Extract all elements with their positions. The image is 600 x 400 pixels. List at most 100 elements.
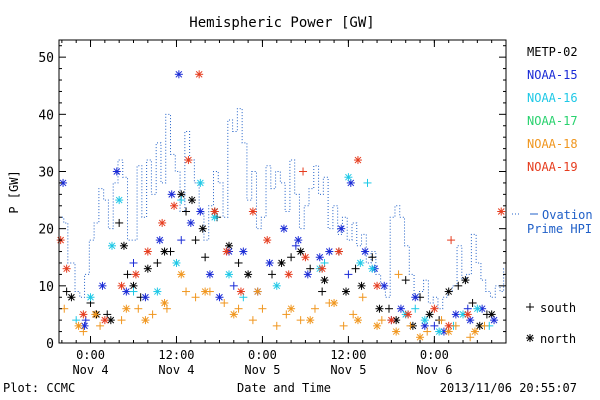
north-marker-d2 (497, 208, 505, 215)
north-marker-d2 (187, 219, 195, 227)
north-marker-d2 (464, 311, 472, 318)
north-marker-d2 (237, 288, 245, 295)
north-marker (344, 173, 353, 182)
south-marker (454, 281, 463, 290)
south-marker (437, 316, 446, 325)
y-axis-label: P [GW] (7, 170, 21, 213)
north-marker (239, 247, 248, 256)
south-marker (451, 321, 460, 330)
south-marker (466, 333, 475, 342)
north-marker-d2 (201, 288, 209, 295)
north-marker (67, 293, 76, 302)
north-marker (451, 310, 460, 319)
north-marker (357, 281, 366, 290)
south-marker (299, 167, 308, 176)
legend-south-symbol (526, 303, 534, 311)
north-marker (287, 304, 296, 313)
north-marker (461, 276, 470, 285)
north-marker (396, 304, 405, 313)
south-marker (229, 281, 238, 290)
north-marker (172, 258, 181, 267)
north-marker-d2 (211, 208, 219, 215)
x-tick-label-time: 0:00 (76, 348, 105, 362)
south-marker (423, 327, 432, 336)
y-tick-label: 0 (46, 337, 54, 352)
north-marker (215, 293, 224, 302)
legend-north-label: north (540, 332, 576, 346)
north-marker-d2 (254, 288, 262, 295)
south-marker (349, 310, 358, 319)
north-marker-d2 (144, 248, 152, 255)
north-marker (490, 316, 499, 325)
south-marker (377, 316, 386, 325)
south-marker (363, 178, 372, 187)
north-marker-d2 (223, 248, 230, 255)
north-marker (463, 310, 472, 319)
north-marker-d2 (80, 311, 87, 318)
x-tick-label-time: 0:00 (248, 348, 277, 362)
north-marker (177, 270, 186, 279)
north-marker-d2 (397, 305, 405, 313)
north-marker (91, 310, 100, 319)
north-marker (435, 327, 444, 336)
north-marker (444, 287, 453, 296)
north-marker (526, 334, 534, 342)
north-marker-d2 (158, 219, 166, 227)
south-marker (234, 304, 243, 313)
north-marker-d2 (177, 191, 185, 198)
north-marker-d2 (459, 311, 467, 318)
south-marker (430, 321, 439, 330)
south-marker (468, 298, 477, 307)
north-marker-d2 (216, 293, 223, 301)
north-marker-d2 (358, 282, 365, 290)
south-marker (248, 316, 257, 325)
north-marker (320, 276, 329, 285)
north-marker-d2 (440, 328, 448, 335)
north-marker-d2 (173, 259, 180, 267)
north-marker-d2 (249, 208, 257, 215)
north-marker-d2 (122, 305, 130, 313)
north-marker (361, 247, 370, 256)
north-marker (122, 304, 131, 313)
north-marker (141, 316, 150, 325)
north-marker (244, 270, 253, 279)
north-marker (131, 270, 140, 279)
x-tick-label-time: 12:00 (158, 348, 194, 362)
south-marker (368, 253, 377, 262)
north-marker (315, 253, 324, 262)
north-marker (108, 241, 117, 250)
north-marker-d2 (266, 259, 273, 267)
north-marker (106, 316, 115, 325)
plot-frame (58, 39, 507, 344)
north-marker-d2 (197, 208, 204, 215)
north-marker-d2 (304, 271, 312, 278)
south-marker (117, 316, 126, 325)
north-marker (294, 236, 303, 245)
north-marker-d2 (445, 322, 453, 330)
north-marker (167, 190, 176, 199)
south-marker (401, 276, 410, 285)
north-marker (253, 287, 262, 296)
south-marker (344, 270, 353, 279)
north-marker (229, 310, 238, 319)
legend-entry: METP-02 (527, 45, 578, 59)
north-marker-d2 (206, 271, 214, 278)
south-marker (220, 298, 229, 307)
north-marker (387, 316, 396, 325)
north-marker-d2 (263, 236, 271, 244)
north-marker (184, 156, 193, 165)
legend-ovation-label-2: Prime HPI (527, 222, 592, 236)
north-marker-d2 (435, 328, 443, 335)
north-marker (248, 207, 257, 216)
north-marker-d2 (302, 253, 309, 261)
north-marker (225, 270, 234, 279)
north-marker (153, 287, 162, 296)
north-marker (301, 253, 310, 262)
south-marker (234, 258, 243, 267)
south-marker (191, 293, 200, 302)
north-marker-d2 (132, 271, 140, 278)
north-marker (170, 201, 179, 210)
footer-left: Plot: CCMC (3, 381, 75, 395)
north-marker (272, 281, 281, 290)
north-marker-d2 (354, 156, 362, 164)
